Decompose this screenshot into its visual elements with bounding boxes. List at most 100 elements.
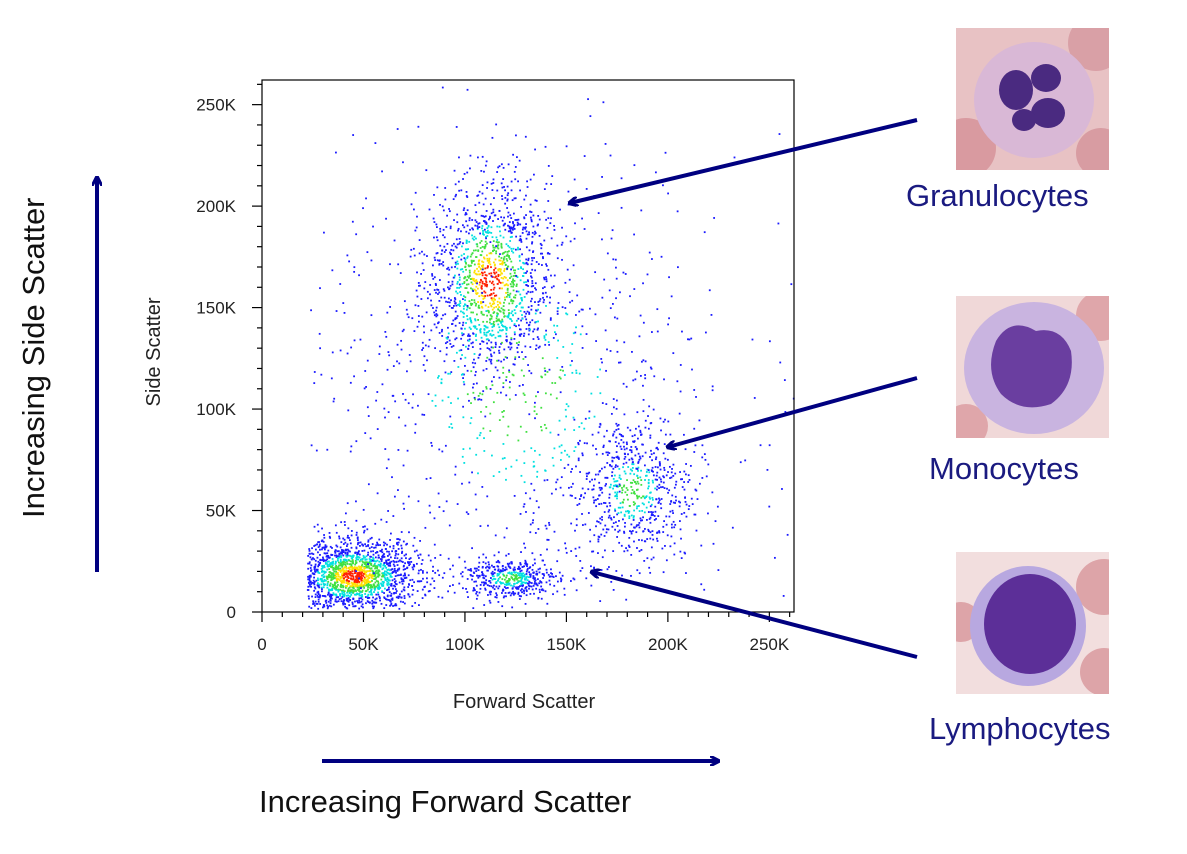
- scatter-point: [400, 557, 403, 560]
- scatter-point: [612, 487, 614, 490]
- scatter-point: [532, 338, 535, 340]
- scatter-point: [548, 343, 551, 346]
- scatter-point: [494, 276, 497, 279]
- scatter-point: [492, 292, 495, 295]
- scatter-point: [518, 586, 520, 588]
- scatter-point: [411, 585, 414, 587]
- scatter-point: [575, 326, 577, 329]
- scatter-point: [363, 581, 366, 584]
- scatter-point: [481, 313, 484, 316]
- scatter-point: [449, 284, 452, 287]
- scatter-point: [512, 275, 515, 277]
- scatter-point: [465, 239, 468, 242]
- scatter-point: [502, 308, 505, 311]
- scatter-point: [667, 491, 669, 494]
- scatter-point: [350, 564, 353, 567]
- scatter-point: [467, 513, 470, 515]
- scatter-point: [581, 567, 584, 569]
- scatter-point: [537, 308, 539, 311]
- scatter-point: [492, 246, 495, 249]
- scatter-point: [598, 503, 601, 505]
- scatter-point: [616, 491, 619, 494]
- scatter-point: [365, 570, 368, 573]
- scatter-point: [324, 583, 327, 586]
- scatter-point: [610, 518, 613, 521]
- scatter-point: [527, 290, 530, 293]
- scatter-point: [490, 212, 493, 215]
- scatter-point: [375, 585, 378, 588]
- scatter-point: [492, 312, 495, 314]
- scatter-point: [332, 592, 335, 595]
- scatter-point: [344, 576, 347, 578]
- scatter-point: [352, 577, 355, 580]
- scatter-point: [684, 552, 687, 555]
- scatter-point: [370, 589, 372, 592]
- scatter-point: [387, 411, 390, 414]
- scatter-point: [322, 586, 325, 589]
- scatter-point: [647, 427, 650, 430]
- scatter-point: [370, 546, 373, 549]
- scatter-point: [359, 544, 361, 547]
- scatter-point: [575, 555, 578, 557]
- scatter-point: [527, 257, 530, 260]
- scatter-point: [453, 169, 456, 172]
- scatter-point: [689, 464, 692, 467]
- scatter-point: [443, 251, 446, 253]
- scatter-point: [534, 232, 537, 234]
- scatter-point: [517, 180, 519, 183]
- scatter-point: [515, 285, 518, 287]
- scatter-point: [322, 573, 325, 576]
- scatter-point: [318, 586, 321, 589]
- scatter-point: [501, 341, 503, 344]
- scatter-point: [365, 197, 367, 200]
- scatter-point: [481, 192, 484, 195]
- scatter-point: [403, 597, 406, 600]
- x-tick-label: 200K: [648, 635, 688, 654]
- scatter-point: [351, 569, 354, 571]
- scatter-point: [590, 392, 593, 395]
- scatter-point: [384, 330, 387, 333]
- scatter-point: [602, 444, 605, 447]
- scatter-point: [504, 578, 506, 581]
- scatter-point: [648, 251, 651, 254]
- scatter-point: [504, 202, 507, 205]
- scatter-point: [354, 551, 357, 554]
- scatter-point: [352, 605, 355, 608]
- scatter-point: [486, 242, 488, 245]
- scatter-point: [477, 306, 480, 309]
- scatter-point: [523, 575, 526, 578]
- scatter-point: [323, 536, 326, 539]
- scatter-point: [382, 541, 385, 544]
- scatter-point: [502, 582, 504, 585]
- scatter-point: [496, 391, 499, 394]
- scatter-point: [375, 597, 378, 600]
- scatter-point: [353, 581, 356, 583]
- scatter-point: [362, 585, 365, 588]
- scatter-point: [597, 431, 600, 434]
- scatter-point: [374, 565, 377, 567]
- scatter-point: [555, 481, 558, 484]
- scatter-point: [549, 393, 552, 396]
- scatter-point: [707, 463, 710, 466]
- scatter-point: [433, 256, 436, 259]
- scatter-point: [483, 604, 486, 606]
- scatter-point: [501, 281, 504, 284]
- scatter-point: [504, 592, 507, 594]
- scatter-point: [554, 382, 557, 384]
- scatter-point: [482, 295, 485, 298]
- scatter-point: [379, 562, 382, 565]
- scatter-point: [537, 596, 540, 599]
- scatter-point: [694, 444, 697, 447]
- scatter-point: [385, 574, 388, 576]
- scatter-point: [529, 291, 532, 294]
- scatter-point: [615, 521, 617, 524]
- scatter-point: [606, 505, 609, 508]
- scatter-point: [423, 355, 426, 358]
- scatter-point: [645, 518, 648, 521]
- scatter-point: [636, 547, 638, 549]
- scatter-point: [533, 581, 536, 583]
- scatter-point: [377, 593, 380, 596]
- scatter-point: [515, 275, 517, 277]
- scatter-point: [498, 287, 501, 290]
- scatter-point: [334, 593, 337, 596]
